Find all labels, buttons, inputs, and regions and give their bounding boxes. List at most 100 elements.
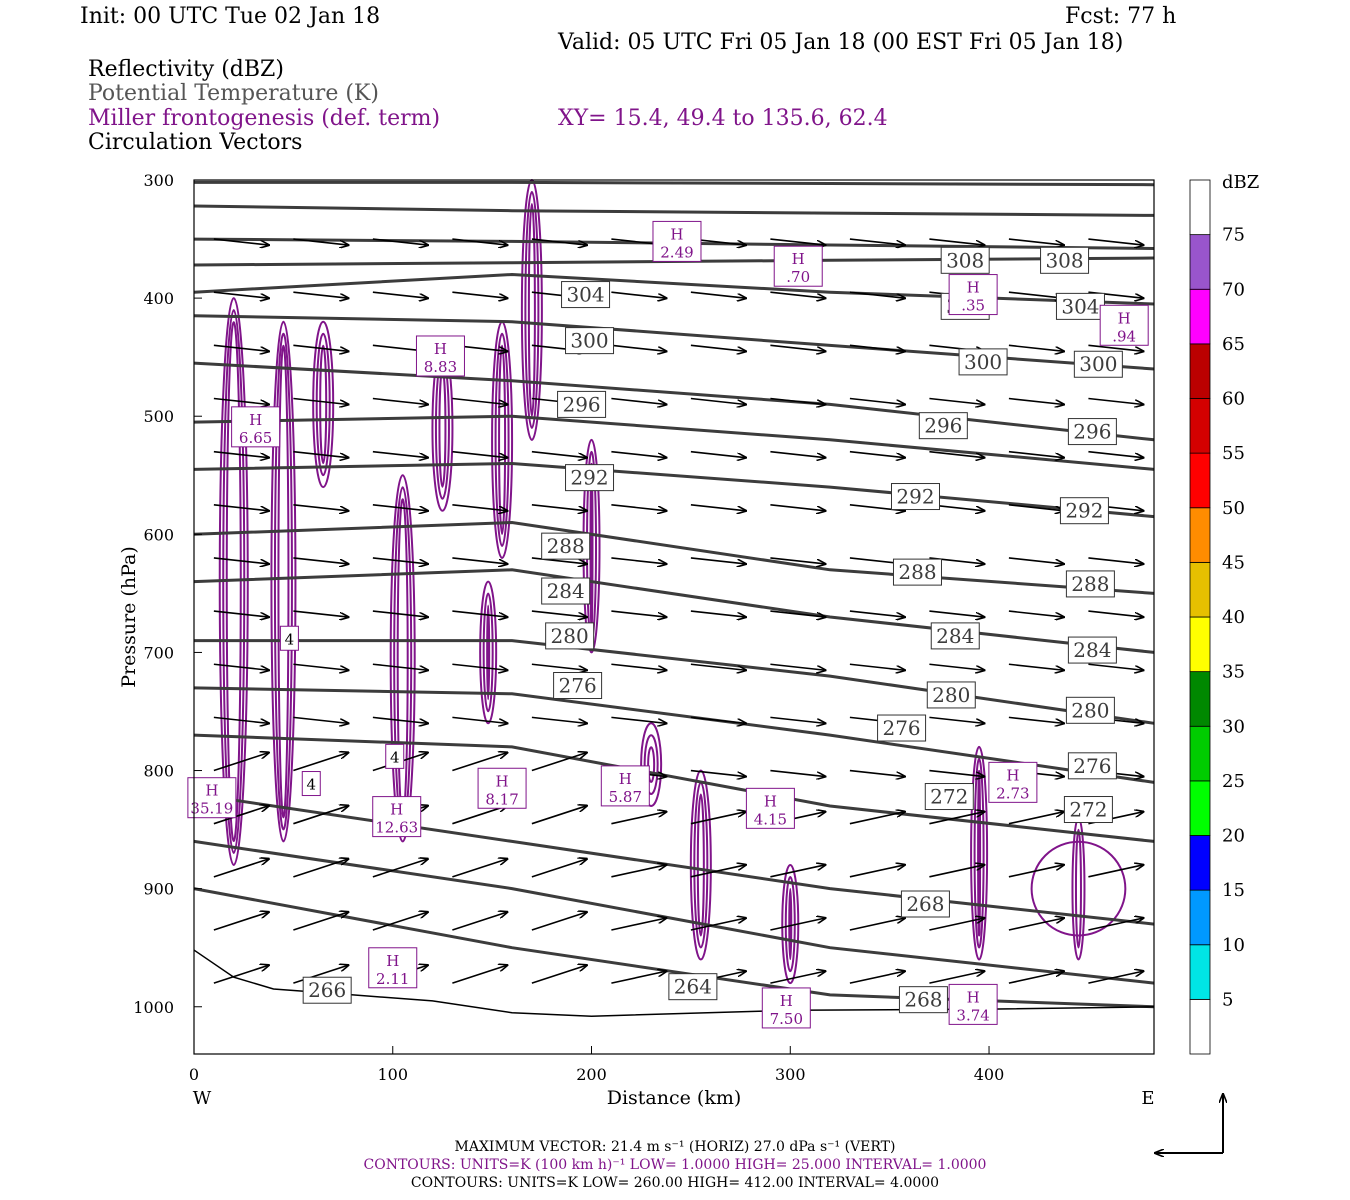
circulation-vector (531, 806, 587, 825)
theta-label-box (668, 973, 718, 1001)
high-marker: H (390, 801, 403, 819)
colorbar-cell (1189, 452, 1211, 509)
circulation-vector (611, 663, 666, 670)
circulation-vector (770, 716, 825, 723)
circulation-vector (372, 663, 428, 670)
init-time: Init: 00 UTC Tue 02 Jan 18 (80, 4, 381, 29)
high-marker-box (773, 245, 823, 287)
theta-label: 300 (1079, 352, 1117, 376)
colorbar-cell (1189, 998, 1211, 1055)
circulation-vector (213, 397, 269, 405)
theta-label: 280 (551, 624, 589, 648)
circulation-vector (372, 397, 428, 405)
circulation-vector (1008, 865, 1064, 878)
circulation-vector (531, 610, 587, 617)
theta-label: 308 (1045, 248, 1083, 272)
colorbar-cell (1189, 507, 1211, 563)
y-tick-label: 700 (143, 643, 174, 662)
high-marker: H (670, 225, 683, 243)
fronto-label: 4 (306, 776, 316, 794)
circulation-vector (293, 450, 348, 458)
colorbar-cell (1189, 234, 1211, 290)
y-tick-label: 800 (143, 762, 174, 781)
frontogenesis-contour (970, 745, 989, 961)
theta-contour (193, 461, 1155, 519)
theta-label: 292 (1065, 499, 1103, 523)
frontogenesis-contour (486, 604, 491, 701)
theta-label: 268 (904, 988, 942, 1012)
high-marker: H (780, 992, 793, 1010)
theta-label-box (900, 890, 950, 918)
circulation-vector (1008, 971, 1064, 984)
colorbar-cell (1189, 343, 1211, 399)
colorbar-level: 5 (1222, 989, 1233, 1010)
circulation-vector (1008, 716, 1064, 723)
theta-label: 300 (570, 329, 608, 353)
circulation-vector (770, 238, 825, 245)
theta-label-box (890, 483, 940, 511)
colorbar-level: 60 (1222, 389, 1245, 410)
circulation-vector (770, 971, 825, 984)
theta-label: 304 (1061, 294, 1099, 318)
circulation-vector (690, 450, 746, 458)
circulation-vector (690, 812, 746, 825)
circulation-vector (929, 238, 984, 245)
high-marker: H (205, 782, 218, 800)
high-marker: H (619, 770, 632, 788)
theta-label-box (898, 986, 948, 1014)
circulation-vector (293, 806, 348, 825)
circulation-vector (372, 504, 428, 511)
colorbar-cell (1189, 671, 1211, 727)
circulation-vector (213, 450, 269, 458)
theta-label: 288 (1071, 572, 1109, 596)
high-value: 2.49 (660, 243, 693, 261)
circulation-vector (1008, 812, 1064, 825)
circulation-vector (213, 610, 269, 617)
circulation-vector (213, 344, 269, 351)
theta-label: 292 (570, 466, 608, 490)
circulation-vector (929, 397, 984, 405)
circulation-vector (293, 610, 348, 617)
frontogenesis-contour (1071, 816, 1086, 961)
high-marker: H (967, 988, 980, 1006)
frontogenesis-contour (270, 320, 297, 843)
theta-label-box (1067, 636, 1117, 664)
plot-frame (193, 179, 1155, 1055)
circulation-vector (611, 291, 666, 298)
high-marker-box (187, 777, 237, 819)
theta-label: 272 (930, 785, 968, 809)
theta-label-box (541, 577, 591, 605)
theta-label-box (545, 622, 595, 650)
circulation-vector (452, 912, 507, 931)
circulation-vector (531, 965, 587, 984)
high-marker-box (761, 987, 811, 1029)
high-marker-box (745, 787, 795, 829)
high-marker-box (415, 335, 465, 377)
circulation-vector (1088, 557, 1143, 564)
theta-label-box (302, 976, 352, 1004)
east-label: E (1141, 1088, 1154, 1109)
colorbar-level: 75 (1222, 225, 1245, 246)
high-marker: H (249, 411, 262, 429)
circulation-vector (611, 504, 666, 511)
theta-label: 288 (898, 560, 936, 584)
y-tick-label: 500 (143, 407, 174, 426)
high-marker-box (652, 220, 702, 262)
circulation-vector (372, 450, 428, 458)
circulation-vector (372, 291, 428, 298)
theta-contour (193, 361, 1155, 442)
colorbar-cell (1189, 889, 1211, 946)
circulation-vector (929, 971, 984, 984)
frontogenesis-contour (788, 888, 793, 961)
circulation-vector (770, 397, 825, 405)
field-frontogenesis: Miller frontogenesis (def. term) (88, 106, 441, 131)
field-vectors: Circulation Vectors (88, 130, 303, 155)
colorbar-cell (1189, 835, 1211, 891)
fronto-label: 4 (390, 748, 400, 766)
theta-label-box (1059, 497, 1109, 525)
theta-label: 288 (547, 534, 585, 558)
circulation-vector (929, 918, 984, 931)
circulation-vector (372, 716, 428, 723)
high-value: 4.15 (754, 810, 787, 828)
frontogenesis-contour (1030, 840, 1127, 937)
